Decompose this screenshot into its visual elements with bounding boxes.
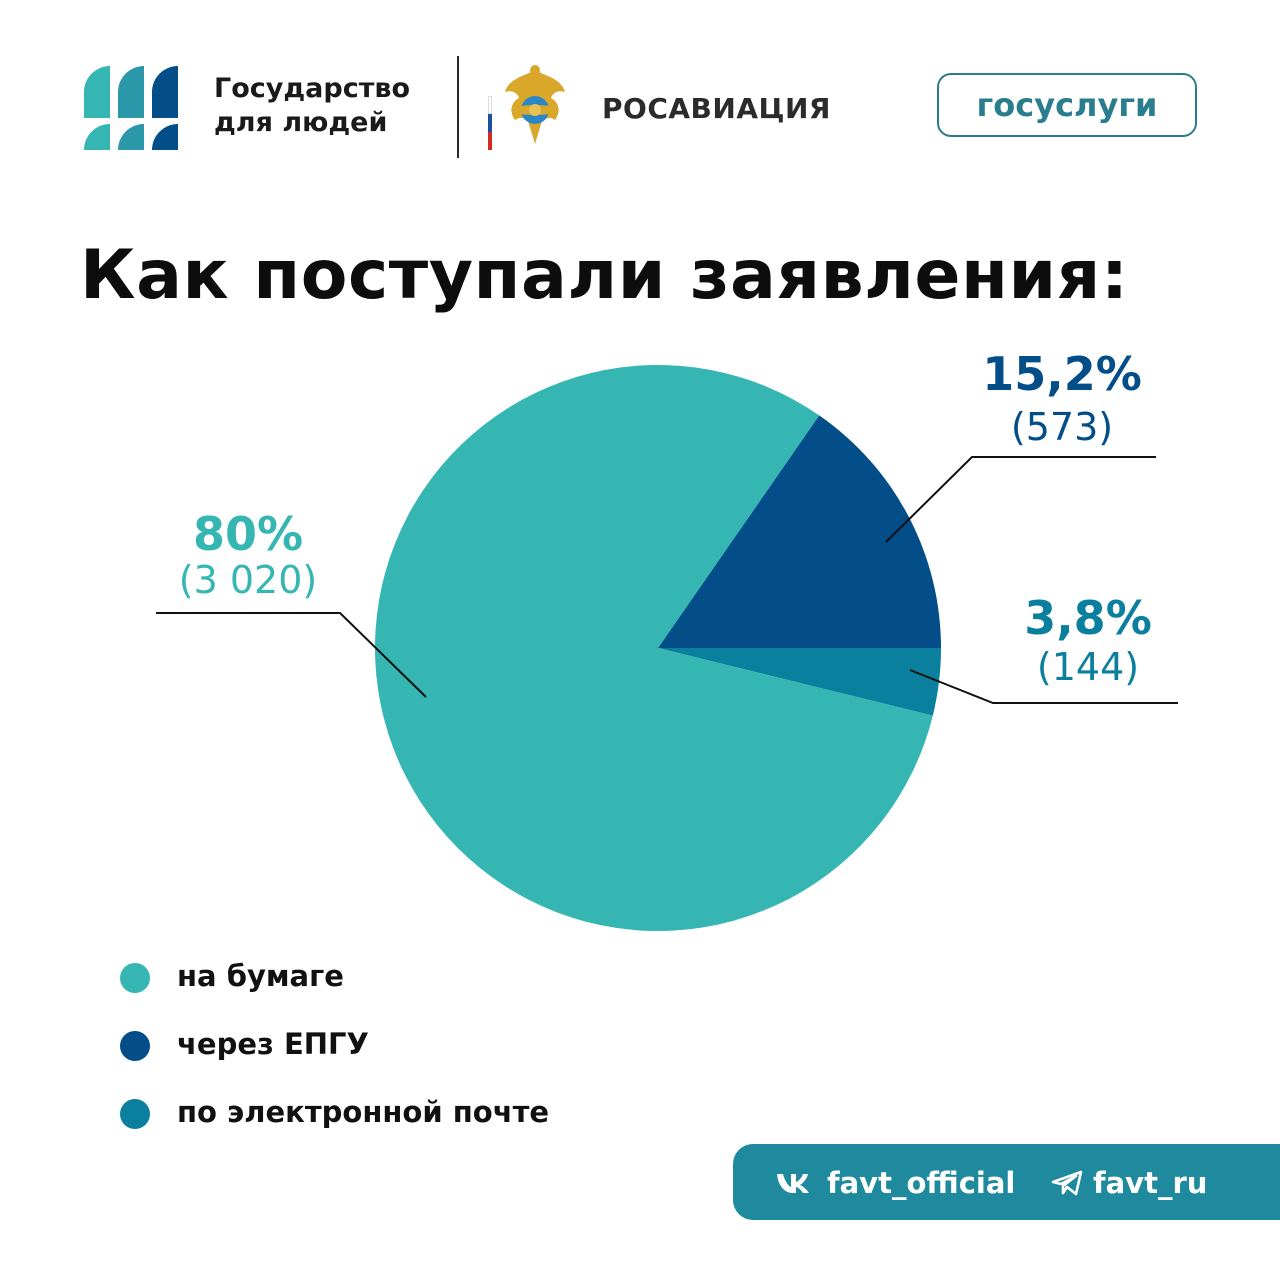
- footer-telegram[interactable]: favt_ru: [1051, 1166, 1207, 1200]
- legend-label-paper: на бумаге: [177, 959, 344, 993]
- page-title: Как поступали заявления:: [80, 236, 1129, 315]
- data-label-count-epgu: (573): [1011, 405, 1113, 449]
- pie-slice-email: [658, 648, 941, 716]
- pie-chart: 80%(3 020) 15,2%(573) 3,8%(144): [156, 347, 1178, 932]
- legend-dot-email: [120, 1099, 150, 1129]
- data-label-percent-email: 3,8%: [1024, 591, 1152, 645]
- gov-brand-line1: Государство: [214, 73, 411, 104]
- vk-icon: [777, 1174, 809, 1193]
- gosudarstvo-logo-icon: [84, 66, 178, 150]
- legend-label-email: по электронной почте: [177, 1095, 550, 1129]
- agency-name: РОСАВИАЦИЯ: [602, 92, 831, 125]
- data-label-percent-epgu: 15,2%: [982, 347, 1142, 401]
- data-label-count-paper: (3 020): [179, 558, 317, 602]
- leader-line-epgu: [885, 456, 1156, 543]
- vk-handle: favt_official: [827, 1166, 1016, 1200]
- rosaviatsia-emblem-icon: [505, 65, 565, 144]
- footer-vk[interactable]: favt_official: [775, 1166, 1015, 1200]
- legend-label-epgu: через ЕПГУ: [177, 1027, 369, 1061]
- pie-slice-epgu: [658, 415, 941, 648]
- russian-flag-icon: [488, 96, 492, 150]
- pie-slice-paper: [375, 365, 933, 932]
- data-label-count-email: (144): [1037, 645, 1139, 689]
- gov-brand-text: Государство для людей: [214, 72, 410, 140]
- gosuslugi-badge[interactable]: госуслуги: [937, 73, 1197, 137]
- header-divider: [457, 56, 459, 158]
- leader-line-paper: [156, 612, 427, 698]
- gov-brand-line2: для людей: [214, 107, 388, 138]
- legend-dot-paper: [120, 963, 150, 993]
- footer-social-bar: favt_official favt_ru: [733, 1144, 1280, 1220]
- leader-line-email: [909, 669, 1178, 704]
- data-label-percent-paper: 80%: [193, 507, 303, 561]
- legend-dot-epgu: [120, 1031, 150, 1061]
- telegram-icon: [1051, 1170, 1083, 1196]
- header: Государство для людей РОСАВИАЦИЯ госуслу…: [0, 0, 1280, 180]
- telegram-handle: favt_ru: [1093, 1166, 1208, 1200]
